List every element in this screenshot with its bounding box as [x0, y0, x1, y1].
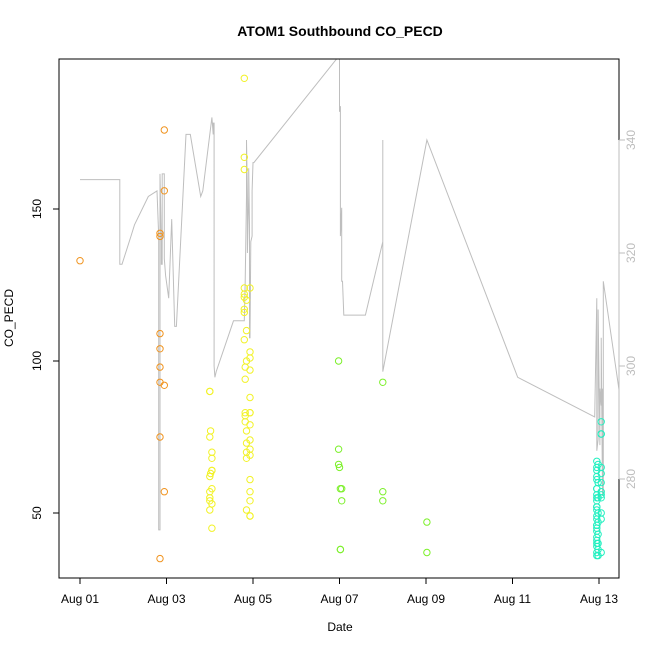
data-point-series-1: [241, 375, 249, 383]
data-point-series-3: [593, 485, 601, 493]
data-point-series-2: [335, 463, 344, 472]
data-point-series-1: [208, 485, 216, 493]
data-point-series-3: [597, 418, 605, 426]
data-point-series-2: [379, 378, 387, 386]
data-point-series-1: [206, 387, 214, 396]
data-point-series-2: [338, 497, 346, 505]
data-point-series-0: [156, 554, 164, 563]
data-point-series-1: [246, 488, 254, 496]
data-point-series-2: [423, 548, 431, 557]
y-tick-label: 100: [30, 351, 44, 371]
data-point-series-3: [597, 548, 605, 557]
data-point-series-1: [208, 466, 216, 475]
data-point-series-1: [246, 475, 254, 484]
x-tick-label: Aug 03: [147, 592, 185, 606]
data-point-series-1: [240, 308, 249, 317]
data-point-series-2: [338, 485, 346, 493]
secondary-series-line: [80, 59, 619, 531]
x-tick-label: Aug 11: [494, 592, 531, 606]
data-point-series-0: [156, 229, 164, 238]
data-point-series-1: [246, 512, 254, 520]
y-tick-label: 50: [30, 506, 44, 520]
data-point-series-1: [206, 427, 215, 435]
data-point-series-3: [593, 503, 601, 511]
data-point-series-1: [246, 354, 254, 362]
data-point-series-3: [593, 512, 601, 520]
data-point-series-1: [246, 497, 254, 505]
x-tick-label: Aug 01: [61, 592, 99, 606]
data-point-series-1: [246, 436, 254, 444]
x-axis-title: Date: [327, 620, 353, 634]
x-tick-label: Aug 07: [320, 592, 358, 606]
data-point-series-3: [593, 466, 601, 475]
data-point-series-1: [242, 326, 251, 335]
data-point-series-1: [246, 284, 254, 292]
data-point-series-0: [156, 363, 164, 371]
data-point-series-1: [240, 336, 249, 344]
data-point-series-2: [379, 497, 387, 505]
data-point-series-2: [334, 445, 343, 453]
data-point-series-2: [336, 545, 345, 554]
data-point-series-1: [246, 421, 254, 429]
data-point-series-0: [156, 345, 164, 353]
data-point-series-1: [246, 393, 254, 402]
x-tick-label: Aug 05: [234, 592, 272, 606]
data-point-series-3: [597, 494, 605, 502]
data-point-series-0: [156, 232, 164, 241]
y2-tick-label: 320: [624, 243, 638, 263]
data-point-series-1: [208, 448, 216, 456]
data-point-series-3: [593, 539, 601, 548]
data-point-series-0: [160, 381, 169, 389]
data-point-series-3: [593, 536, 601, 545]
data-point-series-2: [379, 488, 387, 496]
x-tick-label: Aug 09: [407, 592, 445, 606]
data-point-series-1: [241, 409, 249, 417]
x-tick-label: Aug 13: [580, 592, 618, 606]
data-point-series-3: [593, 475, 601, 484]
y2-tick-label: 280: [624, 469, 638, 489]
data-point-series-0: [160, 187, 169, 195]
data-point-series-1: [240, 153, 249, 162]
data-point-series-2: [423, 518, 431, 526]
data-point-series-1: [246, 451, 254, 459]
data-point-series-1: [240, 165, 249, 174]
data-point-series-1: [208, 524, 216, 532]
data-point-series-2: [334, 460, 343, 469]
data-point-series-1: [246, 409, 254, 417]
y2-tick-label: 300: [624, 356, 638, 376]
data-point-series-0: [156, 433, 164, 441]
data-point-series-2: [334, 357, 343, 365]
data-point-series-1: [242, 427, 251, 435]
data-point-series-0: [156, 329, 164, 338]
data-point-series-3: [597, 430, 605, 438]
plot-area: [76, 59, 619, 563]
data-point-series-1: [242, 506, 251, 514]
chart-title: ATOM1 Southbound CO_PECD: [237, 23, 443, 39]
data-point-series-1: [242, 296, 251, 304]
y2-tick-label: 340: [624, 130, 638, 150]
data-point-series-3: [593, 524, 601, 532]
axes: Aug 01 Aug 03 Aug 05 Aug 07 Aug 09 Aug 11 Aug …: [30, 130, 638, 606]
data-point-series-3: [593, 527, 601, 535]
data-point-series-3: [593, 494, 601, 502]
data-point-series-1: [246, 366, 254, 374]
data-point-series-1: [240, 74, 249, 83]
data-point-series-3: [593, 548, 601, 557]
data-point-series-1: [208, 500, 216, 508]
y-tick-label: 150: [30, 199, 44, 219]
data-point-series-0: [160, 126, 169, 134]
data-point-series-1: [240, 305, 249, 313]
data-point-series-0: [160, 488, 169, 496]
data-point-series-0: [76, 257, 84, 265]
y-axis-title: CO_PECD: [2, 289, 16, 347]
